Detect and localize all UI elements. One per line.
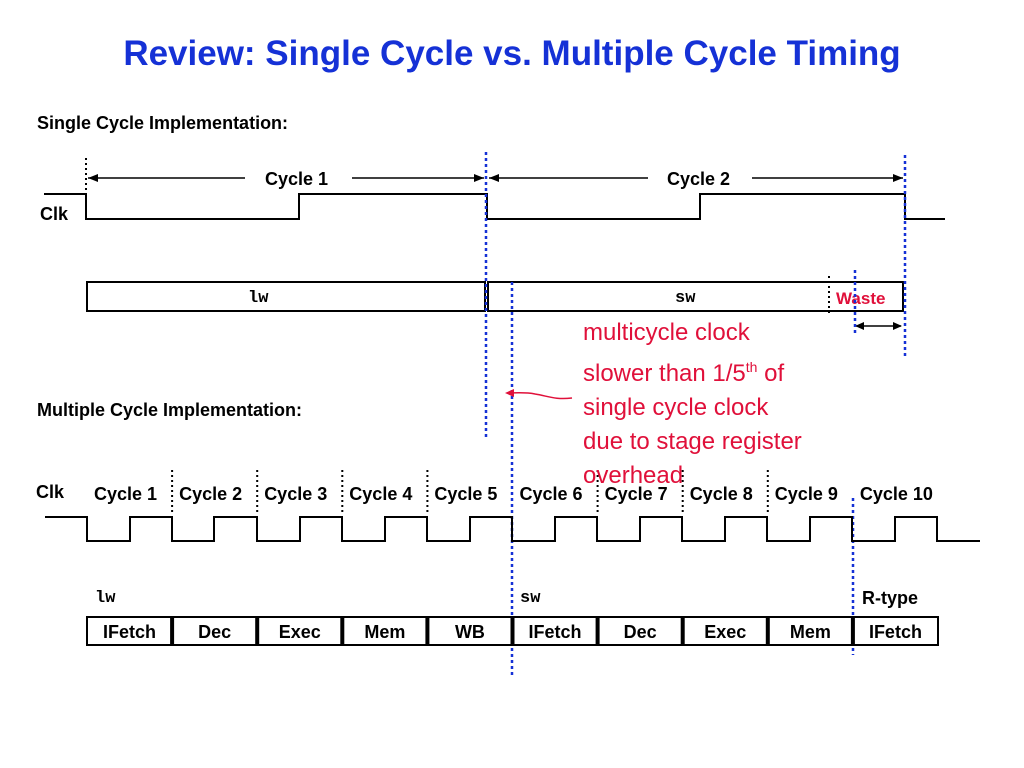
waste-arrowhead-left	[855, 322, 864, 330]
multi-cycle-label: Cycle 2	[179, 484, 242, 504]
single-lw-box	[86, 281, 486, 312]
stage-label: IFetch	[103, 622, 156, 642]
note-line-1: multicycle clock	[583, 319, 750, 346]
stage-divider	[255, 617, 260, 645]
multi-cycle-label: Cycle 6	[520, 484, 583, 504]
stage-divider	[595, 617, 600, 645]
stage-label: IFetch	[869, 622, 922, 642]
multi-lw-label: lw	[95, 589, 116, 608]
waste-arrowhead-right	[893, 322, 902, 330]
multi-cycle-label: Cycle 8	[690, 484, 753, 504]
cycle2-arrowhead-left	[489, 174, 499, 182]
stage-label: Exec	[704, 622, 746, 642]
multi-sw-label: sw	[520, 589, 541, 608]
stage-divider	[340, 617, 345, 645]
multi-cycle-label: Cycle 3	[264, 484, 327, 504]
multi-cycle-label: Cycle 9	[775, 484, 838, 504]
stage-divider	[680, 617, 685, 645]
stage-label: Dec	[624, 622, 657, 642]
page-title: Review: Single Cycle vs. Multiple Cycle …	[123, 34, 901, 73]
overhead-note: multicycle clock slower than 1/5th of si…	[583, 316, 802, 493]
multi-cycle-label: Cycle 10	[860, 484, 933, 504]
cycle1-label: Cycle 1	[265, 169, 328, 189]
multi-rtype-label: R-type	[862, 588, 918, 608]
stage-divider	[850, 617, 855, 645]
single-lw-label: lw	[248, 289, 269, 308]
note-arrowhead	[505, 389, 514, 397]
stage-label: Mem	[364, 622, 405, 642]
multi-cycle-label: Cycle 5	[434, 484, 497, 504]
cycle1-arrowhead-right	[474, 174, 484, 182]
note-arrow	[507, 392, 573, 400]
multi-cycle-heading: Multiple Cycle Implementation:	[37, 400, 303, 420]
single-sw-box	[487, 281, 904, 312]
cycle1-arrowhead-left	[88, 174, 98, 182]
multi-cycle-label: Cycle 7	[605, 484, 668, 504]
multi-clk-label: Clk	[36, 482, 65, 502]
stage-label: Exec	[279, 622, 321, 642]
stage-label: WB	[455, 622, 485, 642]
stage-divider	[765, 617, 770, 645]
note-line-3: single cycle clock	[583, 394, 769, 421]
stage-divider	[170, 617, 175, 645]
note-line-5: overhead	[583, 462, 684, 489]
single-clock-waveform	[44, 193, 945, 220]
multi-cycle-label: Cycle 1	[94, 484, 157, 504]
stage-label: Mem	[790, 622, 831, 642]
stage-label: Dec	[198, 622, 231, 642]
waste-label: Waste	[836, 289, 885, 308]
note-line-2a: slower than 1/5	[583, 360, 746, 387]
single-clk-label: Clk	[40, 204, 69, 224]
cycle2-label: Cycle 2	[667, 169, 730, 189]
multi-cycle-label: Cycle 4	[349, 484, 412, 504]
stage-label: IFetch	[529, 622, 582, 642]
stage-divider	[425, 617, 430, 645]
multi-clock-waveform	[45, 516, 980, 542]
stage-divider	[510, 617, 515, 645]
single-sw-label: sw	[675, 289, 696, 308]
cycle2-arrowhead-right	[893, 174, 903, 182]
single-cycle-heading: Single Cycle Implementation:	[37, 113, 289, 133]
note-sup: th	[745, 359, 758, 375]
note-line-4: due to stage register	[583, 428, 802, 455]
note-line-2: slower than 1/5th of	[583, 350, 802, 391]
note-line-2b: of	[757, 360, 785, 387]
